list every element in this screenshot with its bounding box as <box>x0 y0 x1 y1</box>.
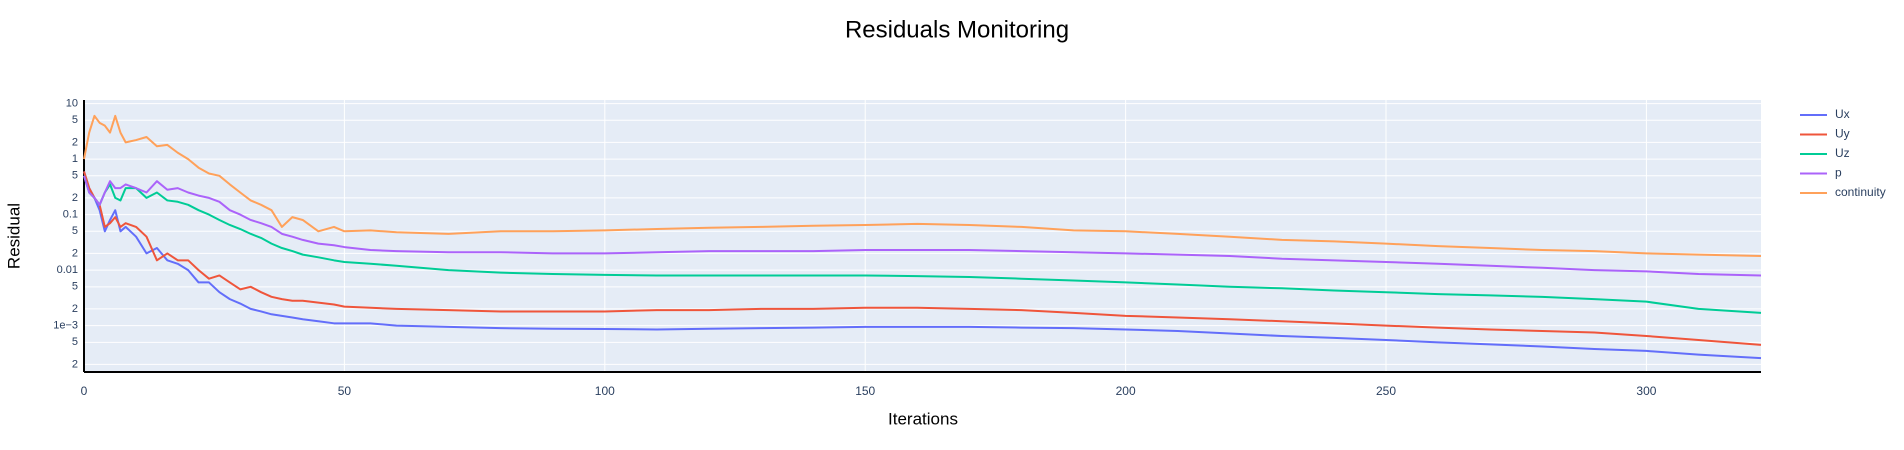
x-tick-label: 300 <box>1636 384 1656 398</box>
legend-label: continuity <box>1835 185 1886 199</box>
y-tick-label: 5 <box>72 225 78 237</box>
y-tick-label: 2 <box>72 136 78 148</box>
x-tick-label: 0 <box>81 384 88 398</box>
x-tick-label: 200 <box>1116 384 1136 398</box>
x-tick-label: 150 <box>855 384 875 398</box>
legend-label: p <box>1835 166 1842 180</box>
legend-label: Uz <box>1835 146 1850 160</box>
plot-area <box>84 100 1761 372</box>
y-tick-label: 2 <box>72 358 78 370</box>
x-tick-label: 250 <box>1376 384 1396 398</box>
y-tick-label: 10 <box>66 97 78 109</box>
y-tick-label: 2 <box>72 303 78 315</box>
series-line <box>83 114 1762 257</box>
y-tick-label: 2 <box>72 247 78 259</box>
legend-label: Uy <box>1835 127 1850 141</box>
y-tick-label: 1e−3 <box>53 320 78 332</box>
y-tick-label: 1 <box>72 153 78 165</box>
x-tick-label: 50 <box>338 384 352 398</box>
legend-label: Ux <box>1835 107 1850 121</box>
series-line <box>83 171 1762 360</box>
y-tick-label: 0.01 <box>57 264 78 276</box>
y-tick-label: 2 <box>72 192 78 204</box>
y-tick-label: 5 <box>72 170 78 182</box>
series-line <box>83 175 1762 277</box>
chart-title: Residuals Monitoring <box>845 16 1069 43</box>
y-tick-label: 5 <box>72 281 78 293</box>
y-tick-label: 5 <box>72 336 78 348</box>
x-axis-title: Iterations <box>888 409 958 428</box>
y-tick-label: 0.1 <box>63 209 78 221</box>
y-axis-title: Residual <box>4 203 23 269</box>
y-tick-label: 5 <box>72 114 78 126</box>
series-line <box>83 175 1762 314</box>
x-tick-label: 100 <box>595 384 615 398</box>
series-line <box>83 171 1762 346</box>
